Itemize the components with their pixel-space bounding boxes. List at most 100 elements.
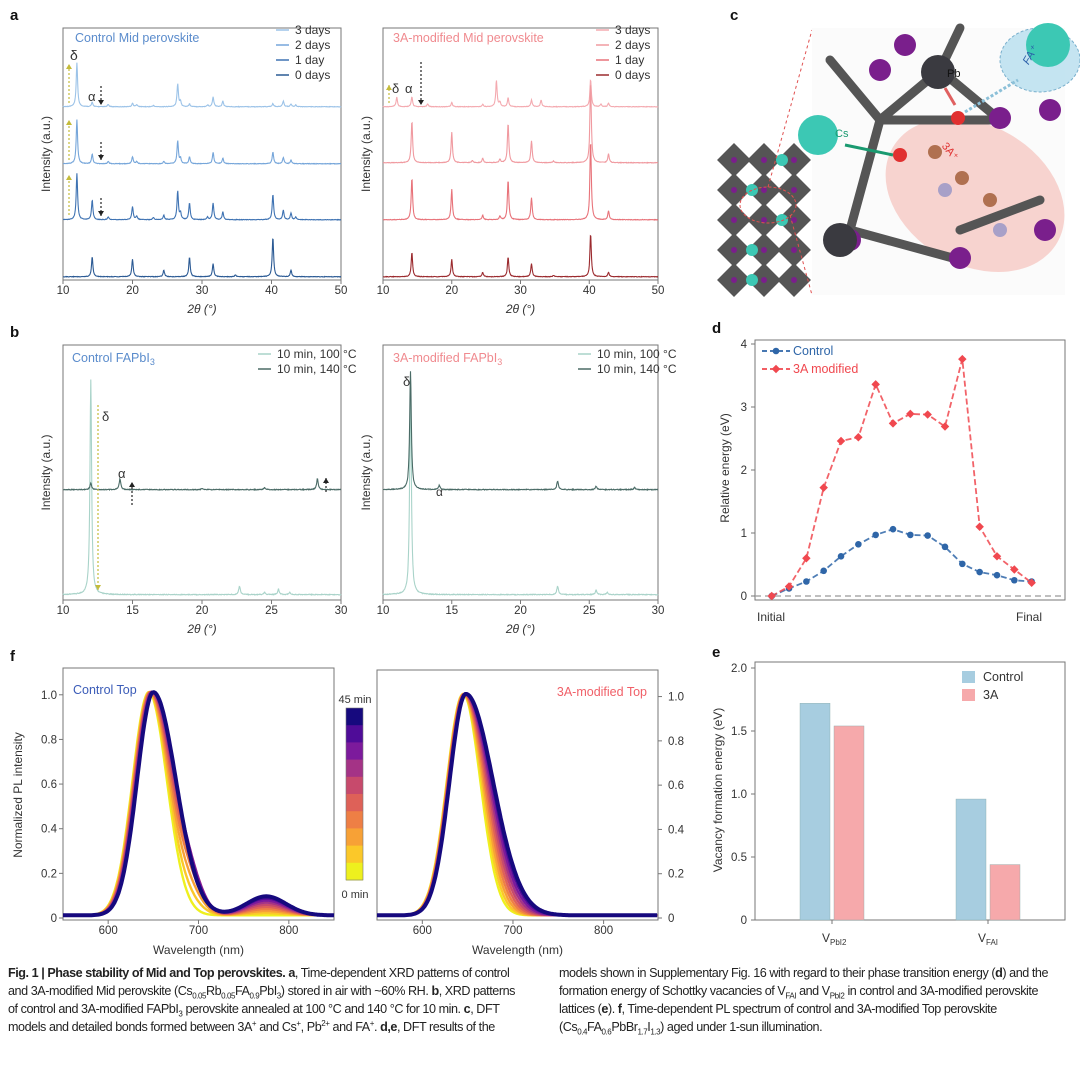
data-point — [871, 380, 880, 389]
xrd-panel-b_3A: 10 min, 100 °C10 min, 140 °C 3A-modified … — [359, 344, 677, 636]
legend-label: 10 min, 100 °C — [597, 347, 677, 361]
lattice-inset — [717, 143, 811, 297]
caption-segment: d — [995, 966, 1003, 980]
arrow-up-icon — [323, 478, 329, 483]
iodine-atom — [869, 59, 891, 81]
y-axis-label: Intensity (a.u.) — [359, 116, 373, 192]
x-tick-label: 30 — [514, 285, 527, 297]
3a-molecule-atom — [938, 183, 952, 197]
caption-segment: 0.9 — [249, 991, 260, 1001]
data-point — [907, 531, 914, 539]
arrow-down-icon — [98, 100, 104, 105]
chart-title: 3A-modified Top — [557, 685, 647, 699]
bar — [833, 725, 865, 921]
bond — [825, 55, 885, 125]
caption-segment: + — [251, 1018, 257, 1028]
data-point — [975, 522, 984, 531]
colorbar-segment — [346, 725, 363, 743]
y-tick-label: 0.6 — [41, 779, 57, 791]
category-subscript: PbI2 — [830, 938, 847, 947]
caption-segment: c — [463, 1002, 471, 1016]
iodine-atom — [761, 277, 767, 283]
arrow-up-icon — [386, 85, 392, 90]
energy-profile-chart: 0 1 2 3 4 Control 3A modified Initial Final Relat… — [718, 339, 1066, 624]
x-tick-label: 10 — [377, 285, 390, 297]
x-category-label: VPbI2 — [822, 931, 847, 947]
caption-segment: perovskite annealed at 100 °C and 140 °C… — [182, 1002, 464, 1016]
x-tick-label: 20 — [445, 285, 458, 297]
data-point — [819, 483, 828, 492]
data-point — [940, 422, 950, 431]
y-axis-label: Normalized PL intensity — [11, 732, 25, 858]
series-line — [771, 528, 1032, 597]
bar — [799, 703, 831, 921]
legend-label: 2 days — [615, 38, 650, 52]
data-point — [767, 591, 776, 601]
x-tick-label: 10 — [57, 285, 70, 297]
y-tick-label: 0.8 — [668, 736, 684, 748]
data-point — [976, 568, 983, 576]
delta-peak-label: δ — [403, 374, 410, 389]
cs-atom — [798, 115, 838, 155]
legend-label: 1 day — [295, 53, 324, 67]
caption-segment: and V — [796, 984, 830, 998]
x-tick-label: 20 — [126, 285, 139, 297]
cs-atom — [746, 244, 758, 256]
xrd-trace — [382, 371, 659, 492]
pl-panel-f_3A: 600 700 800 0 0.2 0.4 0.6 0.8 1.0 Wavelength (nm)… — [376, 669, 685, 957]
caption-segment: and Cs — [256, 1020, 297, 1034]
x-tick-label: 50 — [652, 285, 665, 297]
panel-label-e: e — [712, 644, 720, 661]
iodine-atom — [731, 277, 737, 283]
legend-swatch — [962, 671, 975, 683]
x-tick-label: 30 — [335, 605, 348, 617]
colorbar-min-label: 0 min — [342, 889, 369, 901]
colorbar-segment — [346, 742, 363, 761]
series-line — [771, 358, 1033, 597]
alpha-peak-label: α — [118, 466, 126, 481]
title-subscript: 3 — [150, 357, 155, 367]
iodine-atom — [761, 247, 767, 253]
xrd-trace — [63, 119, 342, 165]
3a-molecule-atom — [993, 223, 1007, 237]
xrd-trace — [63, 477, 342, 492]
x-tick-label: 40 — [265, 285, 278, 297]
x-tick-label: 50 — [335, 285, 348, 297]
y-tick-label: 0.8 — [41, 734, 57, 746]
data-point — [906, 409, 915, 419]
cs-atom — [776, 214, 788, 226]
colorbar-segment — [346, 759, 363, 778]
panel-label-b: b — [10, 324, 19, 341]
3a-molecule-atom — [928, 145, 942, 159]
chart-title: Control FAPbI3 — [72, 351, 155, 367]
x-tick-label: 30 — [196, 285, 209, 297]
y-axis-label: Intensity (a.u.) — [39, 116, 53, 192]
xrd-trace — [62, 62, 342, 108]
x-axis-label: 2θ (°) — [186, 302, 216, 316]
data-point — [923, 410, 932, 419]
x-tick-label: 15 — [126, 605, 139, 617]
pb-atom — [823, 223, 857, 257]
caption-segment: Rb — [205, 984, 222, 998]
caption-segment: PbI — [259, 984, 277, 998]
chart-title: 3A-modified Mid perovskite — [393, 31, 544, 45]
delta-peak-label: δ — [392, 81, 399, 96]
x-tick-label: 700 — [503, 925, 522, 937]
pb-atom — [921, 55, 955, 89]
x-tick-label: 10 — [377, 605, 390, 617]
panel-label-f: f — [10, 648, 16, 665]
cs-bond-arrow — [844, 143, 894, 157]
plot-frame — [376, 669, 659, 921]
legend-label: 3 days — [295, 23, 330, 37]
bar — [955, 798, 987, 921]
y-axis-label: Relative energy (eV) — [718, 413, 732, 522]
3a-molecule-atom — [893, 148, 907, 162]
time-colorbar: 45 min 0 min — [338, 694, 371, 901]
bond — [845, 225, 965, 265]
xrd-trace — [63, 173, 342, 221]
x-axis-label: 2θ (°) — [505, 302, 535, 316]
legend-swatch — [962, 689, 975, 701]
